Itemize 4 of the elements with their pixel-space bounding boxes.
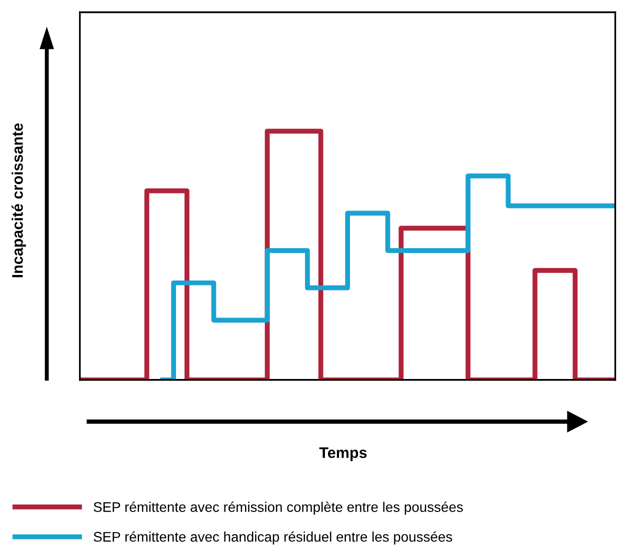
y-axis-title: Incapacité croissante	[12, 123, 26, 278]
legend-label: SEP rémittente avec rémission complète entre les poussées	[94, 502, 463, 515]
x-axis-title: Temps	[319, 447, 367, 462]
legend-label: SEP rémittente avec handicap résiduel entre les poussées	[94, 531, 452, 544]
